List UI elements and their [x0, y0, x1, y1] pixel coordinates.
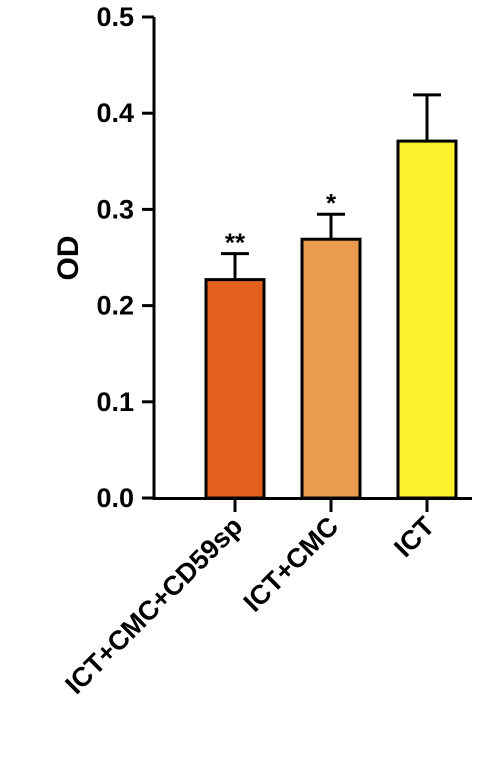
y-tick-label: 0.1: [96, 387, 134, 417]
significance-marker: **: [225, 228, 246, 258]
y-tick-label: 0.3: [96, 194, 134, 224]
bar: [396, 139, 458, 500]
y-tick-label: 0.2: [96, 291, 134, 321]
x-tick-label: ICT+CMC+CD59sp: [59, 511, 248, 700]
bar: [204, 278, 266, 500]
bar: [300, 237, 362, 500]
axes-group: [152, 17, 472, 500]
x-tick-label: ICT+CMC: [238, 511, 345, 618]
y-tick-label: 0.5: [96, 2, 134, 32]
x-tick-label: ICT: [388, 511, 440, 563]
y-tick-label: 0.4: [96, 98, 134, 128]
y-axis-label: OD: [52, 236, 85, 281]
y-tick-label: 0.0: [96, 483, 134, 513]
y-axis-ticks: 0.0 0.1 0.2 0.3 0.4 0.5: [96, 2, 154, 513]
bars-group: ***: [204, 93, 458, 500]
significance-marker: *: [326, 188, 337, 218]
